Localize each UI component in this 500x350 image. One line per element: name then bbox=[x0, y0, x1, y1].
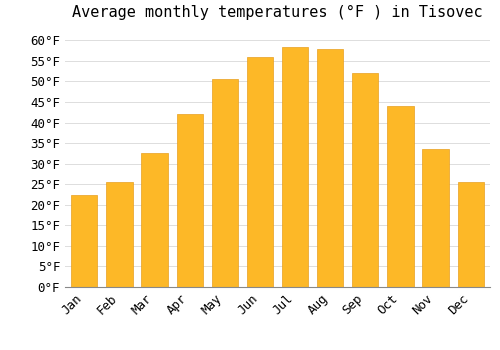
Bar bbox=[458, 182, 484, 287]
Bar bbox=[422, 149, 448, 287]
Bar bbox=[106, 182, 132, 287]
Bar bbox=[282, 47, 308, 287]
Bar bbox=[142, 153, 168, 287]
Bar bbox=[176, 114, 203, 287]
Bar bbox=[71, 195, 98, 287]
Bar bbox=[247, 57, 273, 287]
Bar bbox=[388, 106, 413, 287]
Bar bbox=[212, 79, 238, 287]
Bar bbox=[317, 49, 344, 287]
Title: Average monthly temperatures (°F ) in Tisovec: Average monthly temperatures (°F ) in Ti… bbox=[72, 5, 483, 20]
Bar bbox=[352, 73, 378, 287]
